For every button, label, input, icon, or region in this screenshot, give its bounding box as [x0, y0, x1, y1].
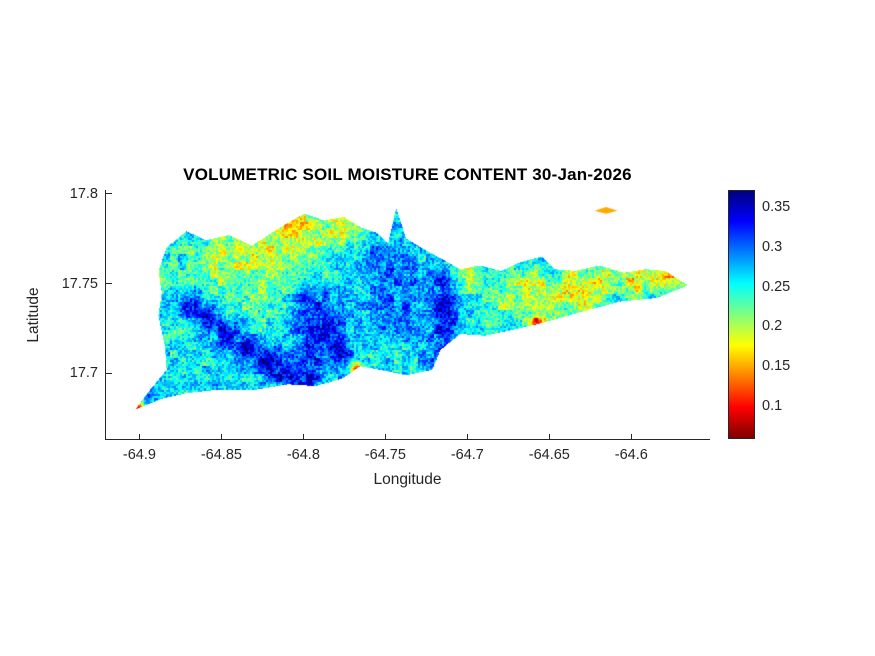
- colorbar-tick-label: 0.35: [762, 198, 791, 215]
- x-tick-mark: [548, 434, 550, 440]
- x-tick-label: -64.7: [450, 447, 484, 463]
- x-tick-label: -64.85: [200, 447, 242, 463]
- colorbar-tick-label: 0.2: [762, 318, 783, 335]
- soil-moisture-map-canvas: [106, 190, 711, 440]
- x-tick-label: -64.9: [122, 447, 156, 463]
- y-tick-label: 17.7: [69, 365, 98, 382]
- y-tick-mark: [106, 283, 112, 285]
- plot-area: [105, 190, 711, 440]
- x-tick-mark: [630, 434, 632, 440]
- y-tick-label: 17.75: [61, 275, 98, 292]
- y-tick-mark: [106, 193, 112, 195]
- x-tick-mark: [384, 434, 386, 440]
- chart-title: VOLUMETRIC SOIL MOISTURE CONTENT 30-Jan-…: [183, 165, 632, 184]
- x-tick-label: -64.75: [364, 447, 406, 463]
- y-tick-label: 17.8: [69, 185, 98, 202]
- colorbar-gradient-canvas: [729, 191, 754, 438]
- colorbar-tick-label: 0.1: [762, 398, 783, 415]
- x-tick-label: -64.65: [528, 447, 570, 463]
- colorbar-tick-label: 0.3: [762, 238, 783, 255]
- x-tick-mark: [466, 434, 468, 440]
- x-tick-mark: [302, 434, 304, 440]
- y-tick-mark: [106, 372, 112, 374]
- x-axis-label: Longitude: [373, 471, 442, 488]
- colorbar-tick-label: 0.25: [762, 278, 791, 295]
- colorbar: [728, 190, 755, 439]
- x-tick-label: -64.8: [286, 447, 320, 463]
- x-tick-mark: [138, 434, 140, 440]
- x-tick-mark: [220, 434, 222, 440]
- colorbar-tick-label: 0.15: [762, 358, 791, 375]
- y-axis-label: Latitude: [25, 287, 42, 343]
- x-tick-label: -64.6: [614, 447, 648, 463]
